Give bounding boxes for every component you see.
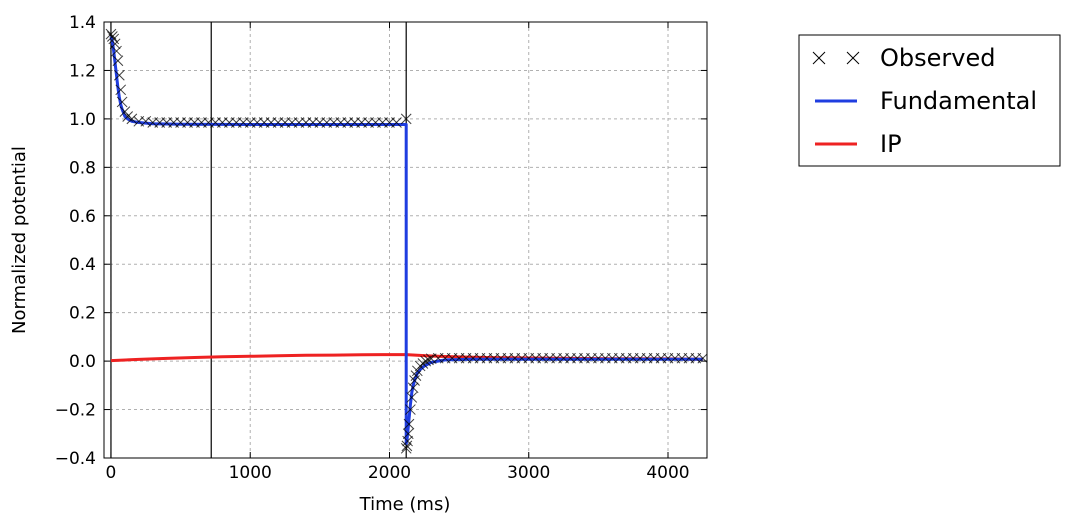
x-tick-label: 3000 [507, 463, 550, 483]
x-tick-label: 2000 [368, 463, 411, 483]
y-tick-label: −0.4 [55, 449, 96, 469]
legend-label: Fundamental [880, 87, 1037, 115]
y-tick-label: 1.2 [69, 61, 96, 81]
observed-point [109, 38, 121, 50]
observed-point [113, 69, 125, 81]
observed-point [115, 84, 127, 96]
y-tick-label: 1.4 [69, 13, 96, 33]
observed-point [411, 365, 423, 377]
x-tick-label: 4000 [646, 463, 689, 483]
legend-item-fundamental: Fundamental [815, 87, 1037, 115]
legend-item-ip: IP [815, 130, 902, 158]
observed-point [401, 440, 413, 452]
legend-item-observed: Observed [812, 44, 995, 72]
observed-point [111, 45, 122, 57]
legend-marker [812, 51, 826, 65]
series-markers-observed [105, 28, 707, 454]
x-tick-label: 1000 [229, 463, 272, 483]
legend-label: IP [880, 130, 902, 158]
observed-point [400, 442, 412, 454]
observed-point [400, 113, 412, 125]
y-tick-label: 0.8 [69, 158, 96, 178]
series-group [105, 28, 707, 454]
observed-point [112, 55, 124, 67]
x-tick-label: 0 [106, 463, 117, 483]
observed-point [116, 96, 128, 108]
ticks: 0 1000 2000 3000 4000 −0.4 −0.2 0.0 0.2 0.4 0.6 0.8… [55, 13, 707, 483]
observed-point [407, 382, 419, 394]
y-tick-label: 0.0 [69, 352, 96, 372]
y-tick-label: 0.6 [69, 207, 96, 227]
observed-point [126, 113, 138, 125]
y-tick-label: −0.2 [55, 401, 96, 421]
legend-items: Observed Fundamental IP [812, 44, 1037, 158]
observed-point [140, 115, 152, 127]
legend: Observed Fundamental IP [798, 34, 1061, 167]
observed-point [405, 404, 416, 415]
observed-point [391, 117, 402, 128]
observed-point [403, 418, 415, 430]
y-tick-label: 0.2 [69, 304, 96, 324]
observed-point [420, 355, 432, 367]
observed-point [107, 31, 118, 42]
observed-point [105, 28, 117, 40]
y-tick-label: 1.0 [69, 110, 96, 130]
legend-label: Observed [880, 44, 995, 72]
y-axis-label: Normalized potential [9, 146, 30, 334]
legend-marker [846, 51, 860, 65]
x-axis-label: Time (ms) [359, 494, 451, 515]
observed-point [402, 428, 414, 440]
plot-frame [103, 21, 708, 459]
y-tick-label: 0.4 [69, 255, 96, 275]
observed-point [406, 392, 418, 403]
observed-point [423, 354, 434, 366]
